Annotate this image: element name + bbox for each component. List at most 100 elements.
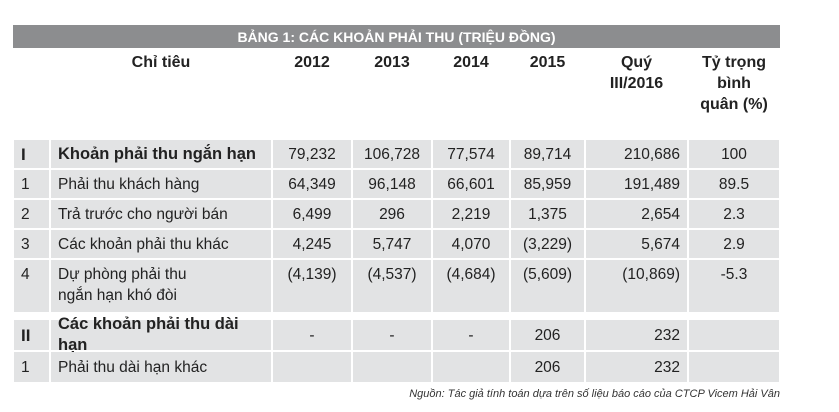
table-cell: 2 — [14, 200, 49, 228]
cell-text: 2 — [21, 205, 30, 223]
table-cell: 79,232 — [273, 140, 351, 168]
header-text: 2012 — [294, 54, 330, 71]
cell-text: 2.3 — [723, 205, 745, 223]
cell-text: (5,609) — [522, 266, 573, 283]
table-cell: 5,747 — [353, 230, 431, 258]
cell-text: 191,489 — [623, 175, 680, 193]
table-cell: Phải thu dài hạn khác — [51, 352, 271, 382]
header-cell: Quý III/2016 — [586, 52, 687, 136]
cell-text: 100 — [721, 145, 747, 163]
source-note: Nguồn: Tác giả tính toán dựa trên số liệ… — [409, 388, 780, 400]
table-cell: 6,499 — [273, 200, 351, 228]
table-cell: 66,601 — [433, 170, 509, 198]
cell-text: 5,674 — [641, 235, 680, 253]
table-cell: 191,489 — [586, 170, 687, 198]
header-text: quân (%) — [700, 96, 768, 113]
table-cell: -5.3 — [689, 260, 779, 312]
table-title: BẢNG 1: CÁC KHOẢN PHẢI THU (TRIỆU ĐỒNG) — [13, 25, 780, 48]
table-cell: 232 — [586, 352, 687, 382]
table-cell: Dự phòng phải thu ngắn hạn khó đòi — [51, 260, 271, 312]
table-cell: 64,349 — [273, 170, 351, 198]
table-cell: Các khoản phải thu dài hạn — [51, 315, 271, 354]
table-cell: 2,219 — [433, 200, 509, 228]
table-cell: 77,574 — [433, 140, 509, 168]
cell-text: 2,219 — [451, 205, 491, 223]
table-cell: 232 — [586, 320, 687, 350]
cell-text: 66,601 — [447, 175, 495, 193]
table-cell — [353, 352, 431, 382]
table-cell: 96,148 — [353, 170, 431, 198]
cell-text: -5.3 — [720, 266, 748, 283]
table-cell: 206 — [511, 320, 584, 350]
cell-text: (4,684) — [446, 266, 496, 283]
table-cell: 2.3 — [689, 200, 779, 228]
header-text: 2014 — [453, 54, 489, 71]
cell-text: 206 — [534, 358, 561, 376]
table-cell: 89,714 — [511, 140, 584, 168]
table-cell: (4,684) — [433, 260, 509, 312]
table-cell: I — [14, 140, 49, 168]
table-cell: Trả trước cho người bán — [51, 200, 271, 228]
cell-text: - — [309, 326, 315, 344]
table-cell: (10,869) — [586, 260, 687, 312]
cell-text: 96,148 — [368, 175, 416, 193]
table-cell: 2.9 — [689, 230, 779, 258]
cell-text: 5,747 — [372, 235, 412, 253]
table-cell: 5,674 — [586, 230, 687, 258]
header-text: III/2016 — [609, 75, 664, 92]
cell-text: - — [468, 326, 474, 344]
cell-text: 296 — [379, 205, 405, 223]
table-cell: 296 — [353, 200, 431, 228]
header-cell: Chỉ tiêu — [51, 52, 271, 136]
table-cell — [689, 320, 779, 350]
table-cell: 4,070 — [433, 230, 509, 258]
cell-text: 89,714 — [523, 145, 572, 163]
table-cell — [273, 352, 351, 382]
cell-text: 1,375 — [528, 205, 567, 223]
cell-text: 79,232 — [288, 145, 336, 163]
cell-text: 232 — [654, 326, 680, 344]
cell-text: (4,139) — [287, 266, 337, 283]
cell-text: 106,728 — [363, 145, 421, 163]
table-cell: - — [433, 320, 509, 350]
cell-text: 4,070 — [451, 235, 491, 253]
cell-text: 206 — [534, 326, 561, 344]
cell-text: 3 — [21, 235, 30, 253]
cell-text: (3,229) — [522, 235, 573, 253]
table-cell: - — [353, 320, 431, 350]
cell-text: Các khoản phải thu dài hạn — [58, 315, 239, 354]
cell-text: Trả trước cho người bán — [58, 205, 228, 223]
table-cell: 106,728 — [353, 140, 431, 168]
cell-text: Khoản phải thu ngắn hạn — [58, 144, 256, 163]
cell-text: 89.5 — [718, 175, 750, 193]
header-cell: 2013 — [353, 52, 431, 136]
cell-text: Các khoản phải thu khác — [58, 235, 229, 253]
table-cell: Phải thu khách hàng — [51, 170, 271, 198]
cell-text: Dự phòng phải thu — [58, 266, 187, 283]
header-text: Quý — [620, 54, 653, 71]
table-cell — [689, 352, 779, 382]
header-cell: 2012 — [273, 52, 351, 136]
table-cell: (5,609) — [511, 260, 584, 312]
table-cell: 1 — [14, 352, 49, 382]
header-text: Tỷ trọng — [702, 54, 766, 71]
table-cell: 2,654 — [586, 200, 687, 228]
table-cell: 100 — [689, 140, 779, 168]
header-text: Chỉ tiêu — [131, 54, 191, 71]
table-cell: 3 — [14, 230, 49, 258]
table-cell: 85,959 — [511, 170, 584, 198]
table-cell: 206 — [511, 352, 584, 382]
table-cell: 89.5 — [689, 170, 779, 198]
cell-text: 85,959 — [523, 175, 572, 193]
cell-text: I — [21, 144, 26, 164]
table-cell: Khoản phải thu ngắn hạn — [51, 140, 271, 168]
cell-text: 2,654 — [641, 205, 680, 223]
header-text: 2015 — [529, 54, 566, 71]
cell-text: 210,686 — [623, 145, 680, 163]
cell-text: 1 — [21, 175, 30, 193]
table-cell: (4,537) — [353, 260, 431, 312]
cell-text: 6,499 — [292, 205, 332, 223]
table-cell: - — [273, 320, 351, 350]
header-cell: 2014 — [433, 52, 509, 136]
